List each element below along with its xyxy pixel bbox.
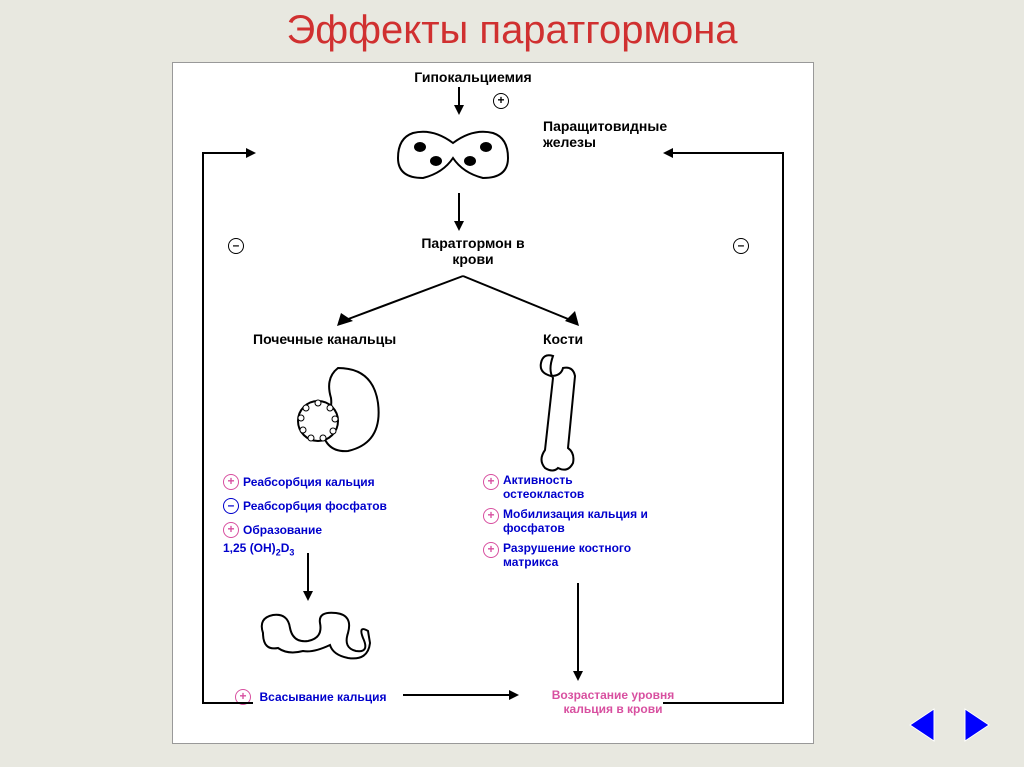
parathyroid-label: Паращитовидные железы — [543, 118, 667, 150]
next-icon — [957, 705, 997, 745]
diagram-container: Гипокальциемия + Паращитовидные железы П… — [172, 62, 814, 744]
intestine-icon — [248, 603, 378, 673]
renal-label: Почечные канальцы — [253, 331, 396, 347]
bones-label: Кости — [543, 331, 583, 347]
bone-icon — [533, 348, 593, 478]
minus-icon: – — [228, 238, 244, 254]
effect-text: Мобилизация кальция и фосфатов — [503, 507, 648, 535]
effect-text: Всасывание кальция — [259, 690, 386, 704]
effect-text: Реабсорбция фосфатов — [243, 499, 387, 513]
plus-icon: + — [493, 93, 509, 109]
effect-text: Разрушение костного матрикса — [503, 541, 631, 569]
prev-button[interactable] — [900, 703, 944, 747]
branch-arrows — [313, 271, 613, 331]
feedback-arrow-right — [653, 143, 793, 713]
plus-icon: + — [483, 508, 499, 524]
arrow-icon — [568, 583, 588, 683]
arrow-icon — [449, 87, 469, 115]
pth-label: Паратгормон в крови — [383, 235, 563, 267]
arrow-icon — [403, 685, 523, 705]
next-button[interactable] — [955, 703, 999, 747]
hypocalcemia-label: Гипокальциемия — [373, 69, 573, 85]
kidney-icon — [283, 353, 393, 463]
feedback-arrow-left — [193, 143, 263, 713]
plus-icon: + — [483, 474, 499, 490]
page-title: Эффекты паратгормона — [0, 0, 1024, 53]
arrow-icon — [449, 193, 469, 233]
prev-icon — [902, 705, 942, 745]
plus-icon: + — [483, 542, 499, 558]
thyroid-icon — [388, 113, 518, 193]
minus-icon: – — [733, 238, 749, 254]
effect-text: Активность остеокластов — [503, 473, 584, 501]
arrow-icon — [298, 553, 318, 603]
